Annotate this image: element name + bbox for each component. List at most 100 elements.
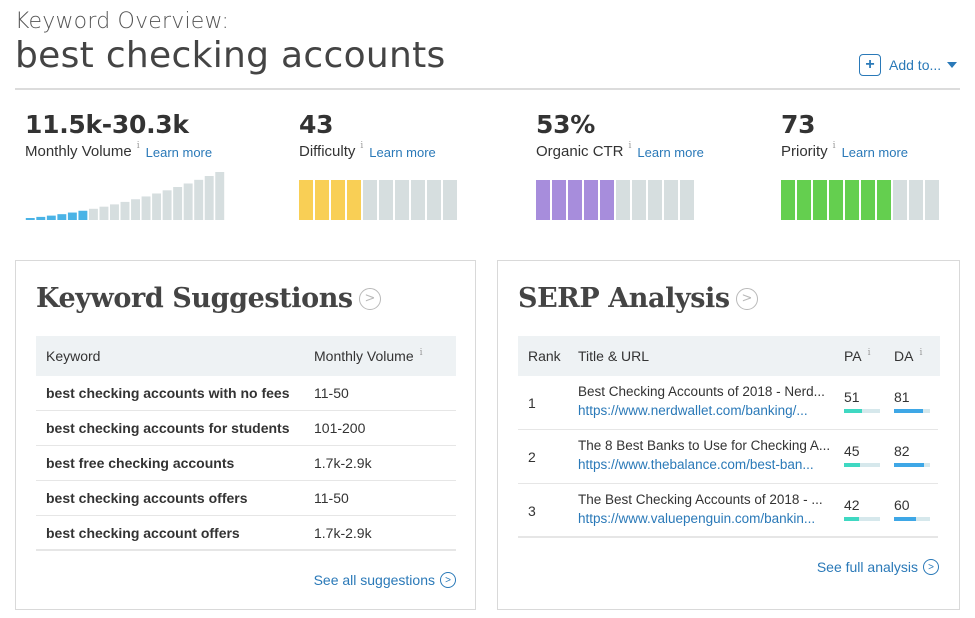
meter-segment xyxy=(536,180,550,220)
volume-cell: 11-50 xyxy=(314,490,349,506)
meter-segment xyxy=(781,180,795,220)
result-url-link[interactable]: https://www.valuepenguin.com/bankin... xyxy=(578,511,816,526)
meter-segment xyxy=(299,180,313,220)
info-icon[interactable]: i xyxy=(919,348,923,358)
chevron-right-circle-icon[interactable]: > xyxy=(735,287,758,310)
difficulty-meter xyxy=(299,180,459,220)
info-icon[interactable]: i xyxy=(360,141,364,151)
meter-segment xyxy=(616,180,630,220)
chevron-right-circle-icon: > xyxy=(923,559,939,575)
monthly-volume-label: Monthly Volume xyxy=(25,143,132,160)
keyword-suggestions-card: Keyword Suggestions > Keyword Monthly Vo… xyxy=(15,260,476,610)
add-to-button[interactable]: + Add to... xyxy=(859,54,958,76)
volume-bar xyxy=(57,214,67,220)
result-title: The 8 Best Banks to Use for Checking A..… xyxy=(578,438,831,453)
meter-segment xyxy=(552,180,566,220)
volume-bar xyxy=(25,218,35,220)
volume-bar xyxy=(194,179,204,220)
learn-more-link[interactable]: Learn more xyxy=(369,145,436,160)
keyword-cell: best free checking accounts xyxy=(46,455,235,471)
result-url-link[interactable]: https://www.nerdwallet.com/banking/... xyxy=(578,403,808,418)
suggestions-table-header: Keyword Monthly Volume i xyxy=(36,336,456,376)
table-row[interactable]: best free checking accounts 1.7k-2.9k xyxy=(36,446,456,481)
keyword-cell: best checking accounts offers xyxy=(46,490,248,506)
serp-analysis-heading: SERP Analysis > xyxy=(518,283,758,314)
meter-segment xyxy=(829,180,843,220)
serp-analysis-card: SERP Analysis > Rank Title & URL PA i DA i… xyxy=(497,260,960,610)
volume-cell: 1.7k-2.9k xyxy=(314,525,372,541)
meter-segment xyxy=(632,180,646,220)
volume-bar xyxy=(215,172,225,220)
keyword-suggestions-heading: Keyword Suggestions > xyxy=(36,283,381,314)
column-header-title-url[interactable]: Title & URL xyxy=(578,348,650,364)
plus-icon: + xyxy=(859,54,881,76)
volume-bar xyxy=(36,216,46,220)
serp-analysis-title: SERP Analysis xyxy=(518,283,730,314)
chevron-right-circle-icon[interactable]: > xyxy=(358,287,381,310)
meter-segment xyxy=(395,180,409,220)
info-icon[interactable]: i xyxy=(628,141,632,151)
add-to-label: Add to... xyxy=(889,57,942,73)
learn-more-link[interactable]: Learn more xyxy=(145,145,213,160)
meter-segment xyxy=(648,180,662,220)
priority-label: Priority xyxy=(781,143,828,160)
priority-meter xyxy=(781,180,941,220)
see-full-analysis-label: See full analysis xyxy=(816,559,918,575)
keyword-cell: best checking accounts with no fees xyxy=(46,385,290,401)
da-bar xyxy=(894,463,930,467)
table-row[interactable]: best checking accounts offers 11-50 xyxy=(36,481,456,516)
difficulty-label: Difficulty xyxy=(299,143,356,160)
meter-segment xyxy=(845,180,859,220)
info-icon[interactable]: i xyxy=(419,348,423,358)
volume-bar xyxy=(67,212,77,220)
table-row[interactable]: best checking account offers 1.7k-2.9k xyxy=(36,516,456,551)
organic-ctr-metric: 53% Organic CTR i Learn more xyxy=(536,110,704,160)
result-url-link[interactable]: https://www.thebalance.com/best-ban... xyxy=(578,457,814,472)
meter-segment xyxy=(877,180,891,220)
see-all-suggestions-link[interactable]: See all suggestions > xyxy=(314,572,456,588)
table-row[interactable]: best checking accounts for students 101-… xyxy=(36,411,456,446)
meter-segment xyxy=(680,180,694,220)
keyword-suggestions-title: Keyword Suggestions xyxy=(36,283,353,314)
column-header-da[interactable]: DA i xyxy=(894,348,922,364)
meter-segment xyxy=(893,180,907,220)
column-header-pa[interactable]: PA i xyxy=(844,348,871,364)
learn-more-link[interactable]: Learn more xyxy=(841,145,909,160)
volume-cell: 101-200 xyxy=(314,420,366,436)
volume-bar xyxy=(46,215,56,220)
column-header-monthly-volume[interactable]: Monthly Volume i xyxy=(314,348,423,364)
volume-bar xyxy=(183,183,193,220)
organic-ctr-label: Organic CTR xyxy=(536,143,624,160)
meter-segment xyxy=(813,180,827,220)
info-icon[interactable]: i xyxy=(832,141,836,151)
chevron-right-circle-icon: > xyxy=(440,572,456,588)
meter-segment xyxy=(331,180,345,220)
volume-bar xyxy=(99,206,109,220)
meter-segment xyxy=(315,180,329,220)
pa-value: 51 xyxy=(844,389,860,405)
column-header-keyword[interactable]: Keyword xyxy=(46,348,101,364)
meter-segment xyxy=(909,180,923,220)
meter-segment xyxy=(861,180,875,220)
meter-segment xyxy=(347,180,361,220)
meter-segment xyxy=(600,180,614,220)
pa-bar xyxy=(844,409,880,413)
rank-cell: 2 xyxy=(528,449,536,465)
volume-bar xyxy=(88,208,98,220)
volume-cell: 1.7k-2.9k xyxy=(314,455,372,471)
table-row[interactable]: best checking accounts with no fees 11-5… xyxy=(36,376,456,411)
pa-value: 45 xyxy=(844,443,860,459)
learn-more-link[interactable]: Learn more xyxy=(637,145,704,160)
meter-segment xyxy=(584,180,598,220)
da-bar xyxy=(894,517,930,521)
info-icon[interactable]: i xyxy=(867,348,871,358)
see-full-analysis-link[interactable]: See full analysis > xyxy=(817,559,939,575)
monthly-volume-value: 11.5k-30.3k xyxy=(25,110,189,139)
meter-segment xyxy=(443,180,457,220)
column-header-rank[interactable]: Rank xyxy=(528,348,561,364)
meter-segment xyxy=(568,180,582,220)
pa-bar xyxy=(844,463,880,467)
priority-metric: 73 Priority i Learn more xyxy=(781,110,908,160)
difficulty-value: 43 xyxy=(299,110,334,139)
info-icon[interactable]: i xyxy=(136,141,140,151)
